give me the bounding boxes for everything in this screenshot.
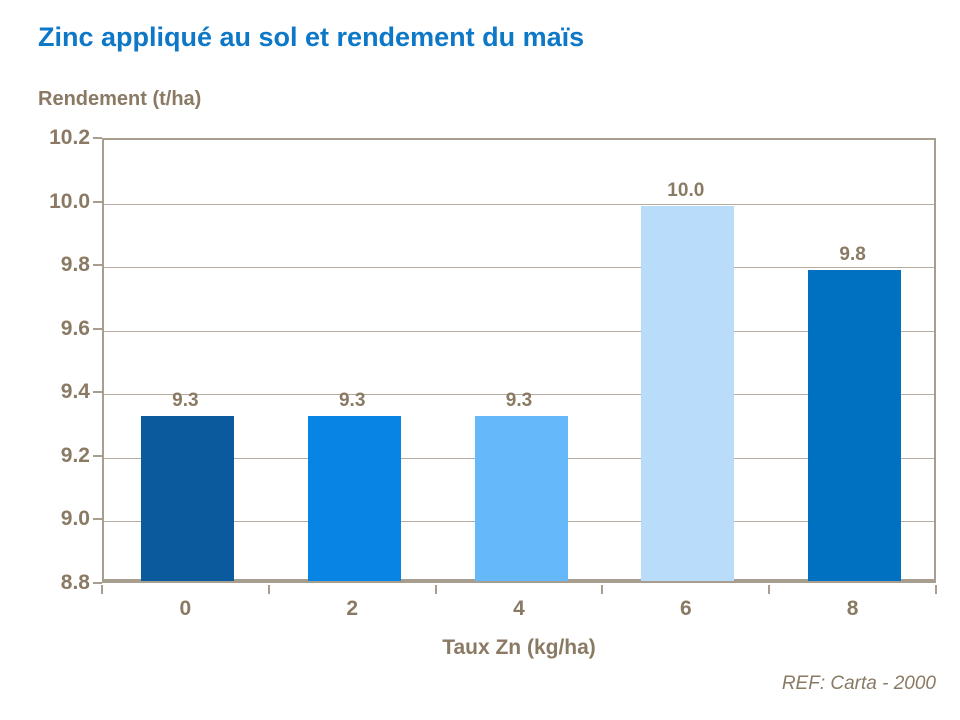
x-tick-label: 2	[346, 597, 359, 620]
x-tick-label: 0	[179, 597, 192, 620]
bar-value-label: 9.3	[172, 389, 199, 411]
y-tick-mark	[93, 200, 102, 203]
y-tick-mark	[93, 137, 102, 139]
y-axis-title: Rendement (t/ha)	[38, 88, 202, 110]
bar-value-label: 9.3	[505, 389, 533, 411]
chart-title: Zinc appliqué au sol et rendement du maï…	[38, 22, 585, 52]
y-tick-mark	[93, 264, 102, 267]
x-axis-title: Taux Zn (kg/ha)	[442, 636, 596, 659]
bar-value-label: 9.8	[839, 243, 866, 265]
y-tick-mark	[93, 327, 102, 330]
gridline	[104, 267, 934, 269]
gridline	[104, 330, 934, 332]
plot-area	[102, 138, 936, 583]
x-tick-mark	[101, 585, 103, 594]
bar-value-label: 9.3	[338, 389, 366, 411]
bar-4	[475, 416, 568, 581]
y-tick-label: 10.2	[49, 126, 90, 149]
y-tick-label: 9.2	[60, 443, 90, 467]
y-tick-mark	[93, 454, 102, 457]
bar-8	[808, 270, 901, 581]
x-tick-label: 8	[846, 597, 859, 620]
gridline	[104, 394, 934, 396]
y-tick-label: 9.4	[60, 380, 90, 404]
x-tick-mark	[935, 585, 937, 594]
source-ref: REF: Carta - 2000	[781, 673, 936, 694]
y-tick-label: 10.0	[49, 189, 90, 213]
y-tick-mark	[93, 391, 102, 394]
x-tick-label: 6	[679, 597, 692, 620]
y-tick-mark	[93, 582, 102, 584]
y-tick-mark	[93, 518, 102, 521]
bar-0	[141, 416, 234, 581]
x-tick-label: 4	[513, 597, 525, 620]
x-tick-mark	[267, 585, 270, 594]
x-tick-mark	[434, 585, 437, 594]
y-tick-label: 9.6	[60, 316, 90, 340]
bar-2	[308, 416, 401, 581]
x-tick-mark	[601, 585, 604, 594]
gridline	[104, 203, 934, 205]
y-tick-label: 8.8	[60, 571, 90, 594]
y-tick-label: 9.0	[60, 507, 90, 531]
y-tick-label: 9.8	[60, 253, 90, 277]
x-tick-mark	[768, 585, 771, 594]
bar-6	[641, 206, 734, 581]
bar-value-label: 10.0	[667, 179, 705, 201]
